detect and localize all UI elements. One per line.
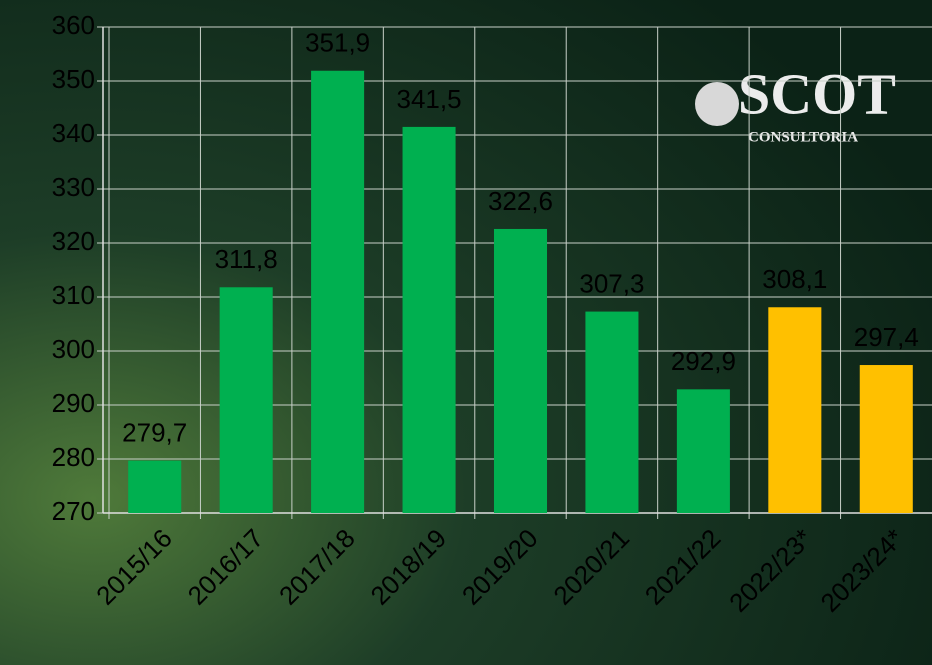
y-tick-label: 320: [52, 226, 95, 256]
value-label: 311,8: [215, 244, 278, 274]
y-tick-label: 270: [52, 496, 95, 526]
y-tick-label: 280: [52, 442, 95, 472]
bar: [859, 365, 913, 513]
value-label: 279,7: [122, 417, 187, 447]
bar: [128, 460, 182, 513]
logo-name: SCOT: [738, 61, 896, 126]
bar: [219, 287, 273, 513]
value-label: 297,4: [854, 322, 919, 352]
logo: SCOT CONSULTORIA: [695, 61, 896, 145]
y-tick-label: 290: [52, 388, 95, 418]
y-tick-label: 350: [52, 64, 95, 94]
logo-icon: [695, 82, 739, 126]
y-tick-label: 360: [52, 10, 95, 40]
y-tick-label: 300: [52, 334, 95, 364]
y-tick-label: 310: [52, 280, 95, 310]
bar: [402, 126, 456, 514]
value-label: 308,1: [762, 264, 827, 294]
bar: [768, 307, 822, 513]
value-label: 307,3: [579, 268, 644, 298]
y-tick-label: 330: [52, 172, 95, 202]
bar: [311, 70, 365, 514]
value-label: 292,9: [671, 346, 736, 376]
value-label: 322,6: [488, 186, 553, 216]
value-label: 341,5: [397, 84, 462, 114]
bar: [585, 311, 639, 513]
value-label: 351,9: [305, 28, 370, 58]
y-tick-label: 340: [52, 118, 95, 148]
bar: [676, 389, 730, 513]
bar: [493, 228, 548, 513]
logo-subtitle: CONSULTORIA: [748, 129, 858, 145]
